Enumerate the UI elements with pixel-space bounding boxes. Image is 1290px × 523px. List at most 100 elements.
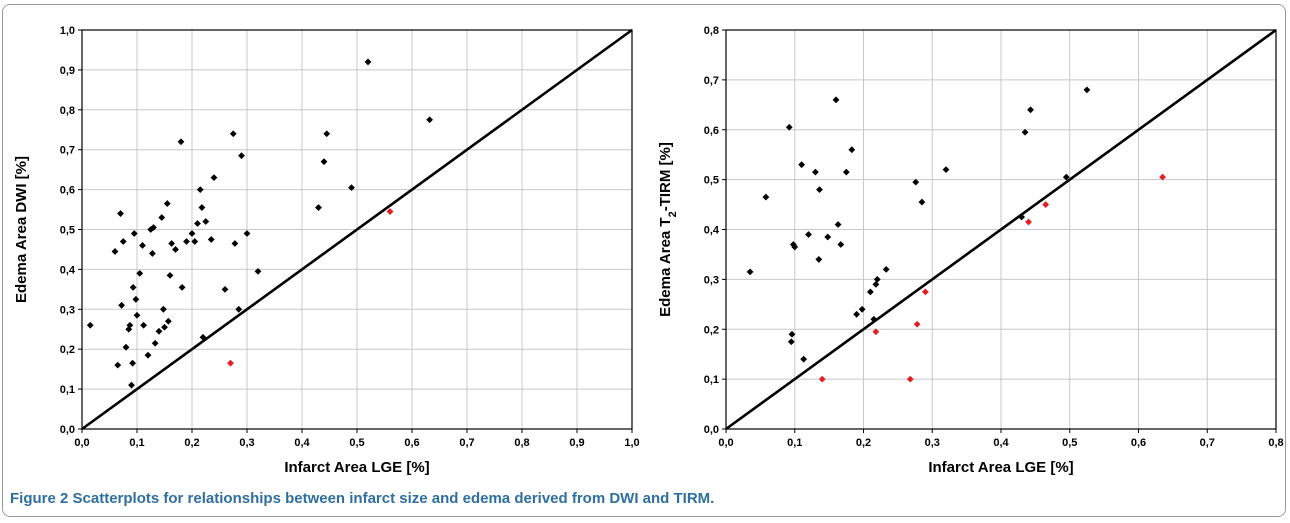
data-point bbox=[791, 243, 799, 251]
data-point bbox=[160, 305, 167, 313]
data-point bbox=[178, 283, 186, 291]
x-tick-label: 0,0 bbox=[74, 437, 89, 449]
x-tick-labels: 0,0 0,1 0,2 0,3 0,4 0,5 0,6 0,7 0,8 bbox=[718, 429, 1284, 449]
data-point bbox=[130, 230, 138, 237]
data-point bbox=[787, 338, 795, 346]
data-point bbox=[196, 186, 204, 193]
y-axis-label: Edema Area DWI [%] bbox=[13, 156, 30, 303]
data-points bbox=[86, 58, 433, 389]
data-point bbox=[785, 123, 793, 131]
y-tick-label: 1,0 bbox=[60, 25, 75, 37]
data-point bbox=[882, 266, 890, 273]
data-point bbox=[229, 130, 237, 138]
x-tick-label: 0,0 bbox=[718, 437, 733, 449]
data-point bbox=[1018, 213, 1026, 221]
data-point bbox=[834, 221, 842, 228]
data-point bbox=[126, 321, 134, 329]
x-tick-label: 0,5 bbox=[349, 437, 364, 449]
data-point bbox=[149, 250, 156, 257]
data-point bbox=[1042, 201, 1050, 208]
data-point bbox=[125, 325, 133, 333]
data-point bbox=[132, 295, 140, 303]
identity-line-segment bbox=[725, 28, 1277, 431]
x-tick-labels: 0,0 0,1 0,2 0,3 0,4 0,5 0,6 0,7 0,8 0,9 1,0 bbox=[74, 429, 640, 449]
identity-line bbox=[725, 28, 1277, 431]
y-tick-label: 0,4 bbox=[704, 225, 720, 237]
y-tick-labels: 0,0 0,1 0,2 0,3 0,4 0,5 0,6 0,7 0,8 bbox=[704, 25, 726, 436]
x-tick-label: 0,2 bbox=[856, 437, 871, 449]
x-axis-label: Infarct Area LGE [%] bbox=[928, 459, 1073, 476]
data-point bbox=[194, 220, 201, 227]
data-point bbox=[163, 200, 171, 207]
data-point bbox=[816, 186, 823, 193]
y-tick-label: 0,8 bbox=[704, 25, 719, 37]
data-point bbox=[348, 184, 355, 192]
data-point bbox=[166, 271, 174, 279]
data-point bbox=[177, 138, 185, 146]
data-point bbox=[235, 305, 243, 313]
data-point bbox=[1083, 86, 1091, 94]
x-tick-label: 0,1 bbox=[129, 437, 144, 449]
x-tick-label: 0,2 bbox=[184, 437, 199, 449]
data-point bbox=[1021, 128, 1029, 136]
y-tick-label: 0,4 bbox=[60, 264, 76, 276]
data-point bbox=[1062, 173, 1070, 181]
data-point bbox=[183, 238, 190, 245]
data-point bbox=[866, 288, 874, 296]
scatterplot-dwi: 0,0 0,1 0,2 0,3 0,4 0,5 0,6 0,7 0,8 0,9 1,0 0,0 0,1… bbox=[13, 25, 640, 476]
x-tick-label: 0,3 bbox=[239, 437, 254, 449]
data-point bbox=[906, 375, 914, 383]
data-point bbox=[870, 315, 878, 323]
x-axis-label: Infarct Area LGE [%] bbox=[284, 459, 429, 476]
data-point bbox=[872, 280, 880, 288]
data-point bbox=[172, 246, 179, 253]
data-point bbox=[824, 233, 832, 241]
data-point bbox=[231, 240, 239, 247]
data-point bbox=[155, 327, 163, 335]
y-tick-label: 0,5 bbox=[60, 225, 75, 237]
y-tick-label: 0,2 bbox=[704, 324, 719, 336]
data-point bbox=[227, 359, 234, 367]
data-point bbox=[872, 328, 880, 336]
y-tick-label: 0,2 bbox=[60, 344, 75, 356]
data-point bbox=[133, 311, 141, 319]
y-label-suffix: -TIRM [%] bbox=[657, 142, 674, 211]
x-tick-label: 0,4 bbox=[993, 437, 1009, 449]
x-tick-label: 0,6 bbox=[404, 437, 419, 449]
data-point bbox=[942, 166, 950, 174]
data-point bbox=[202, 218, 210, 225]
y-tick-label: 0,7 bbox=[60, 145, 75, 157]
y-tick-label: 0,3 bbox=[704, 274, 719, 286]
data-point bbox=[842, 168, 850, 176]
data-point bbox=[1159, 173, 1166, 181]
caption-text: Scatterplots for relationships between i… bbox=[72, 490, 715, 507]
data-point bbox=[164, 317, 172, 325]
caption-label: Figure 2 bbox=[10, 490, 69, 507]
x-tick-label: 0,6 bbox=[1131, 437, 1146, 449]
data-point bbox=[323, 130, 331, 138]
data-point bbox=[913, 320, 921, 328]
y-tick-label: 0,0 bbox=[60, 424, 75, 436]
data-point bbox=[128, 381, 135, 389]
data-point bbox=[837, 241, 845, 248]
y-tick-label: 0,9 bbox=[60, 65, 75, 77]
x-tick-label: 0,5 bbox=[1062, 437, 1077, 449]
x-tick-label: 0,7 bbox=[459, 437, 474, 449]
y-axis-label: Edema Area T2-TIRM [%] bbox=[657, 142, 679, 317]
data-point bbox=[805, 231, 812, 238]
data-point bbox=[207, 236, 215, 243]
data-point bbox=[364, 58, 372, 66]
data-point bbox=[426, 116, 433, 124]
y-tick-label: 0,8 bbox=[60, 105, 75, 117]
data-point bbox=[858, 305, 866, 313]
data-point bbox=[119, 238, 127, 245]
x-tick-label: 0,1 bbox=[787, 437, 802, 449]
data-point bbox=[221, 285, 229, 293]
y-tick-label: 0,0 bbox=[704, 424, 719, 436]
figure-frame bbox=[2, 4, 1286, 517]
data-point bbox=[199, 333, 207, 341]
y-label-prefix: Edema Area T bbox=[657, 217, 674, 317]
x-tick-label: 1,0 bbox=[624, 437, 639, 449]
data-point bbox=[150, 224, 157, 231]
data-point bbox=[818, 375, 826, 383]
